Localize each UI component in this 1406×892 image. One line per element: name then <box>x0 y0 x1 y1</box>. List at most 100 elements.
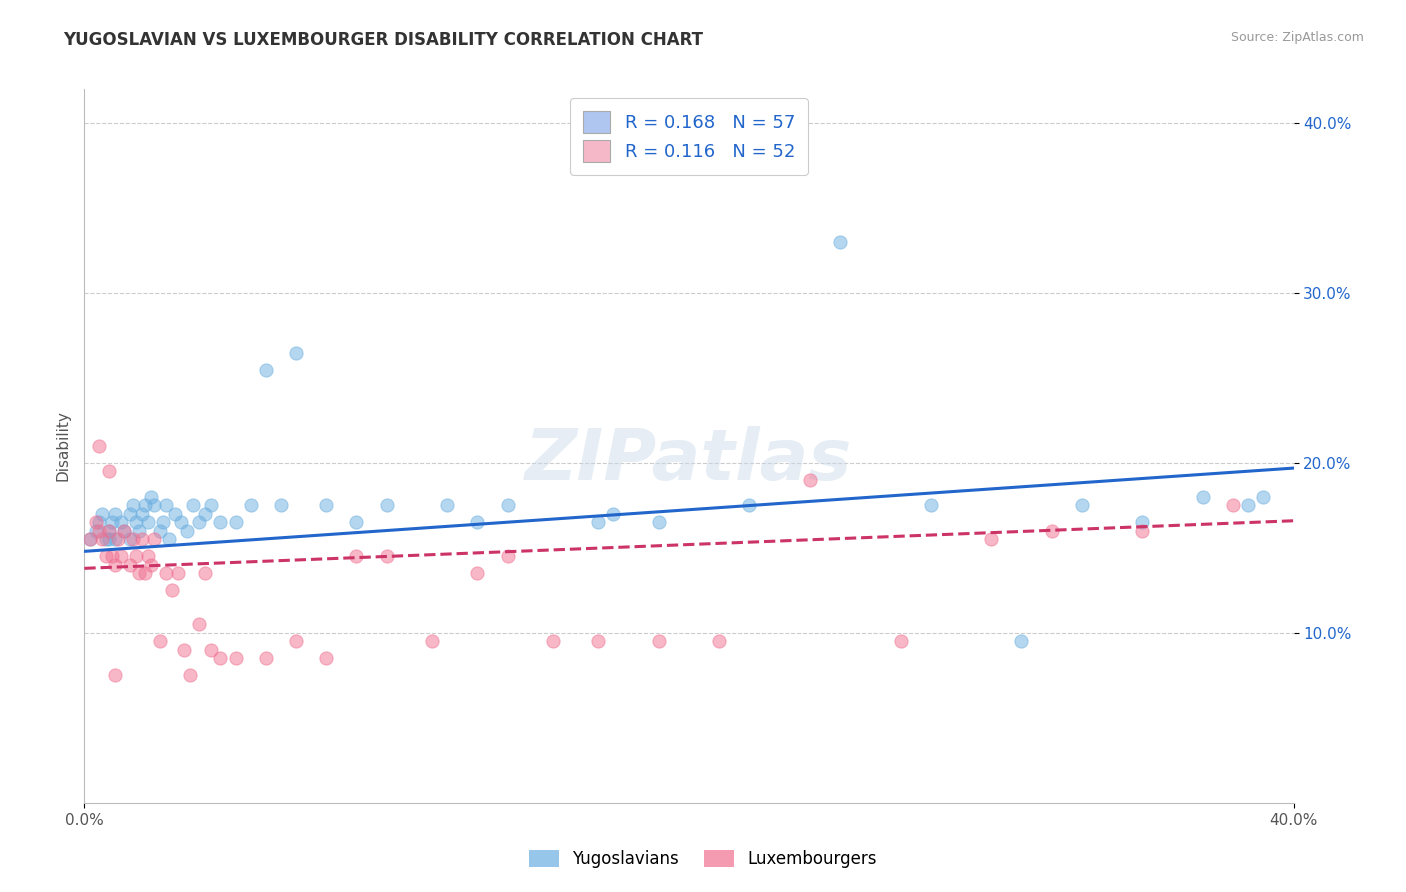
Point <box>173 643 195 657</box>
Text: ZIPatlas: ZIPatlas <box>526 425 852 495</box>
Point <box>225 651 247 665</box>
Point <box>1011 634 1033 648</box>
Point <box>188 516 211 530</box>
Point <box>139 558 162 572</box>
Point <box>118 533 141 547</box>
Point <box>588 516 610 530</box>
Point <box>285 345 308 359</box>
Point <box>648 516 671 530</box>
Point <box>118 507 141 521</box>
Point <box>128 566 150 581</box>
Point <box>1040 524 1063 538</box>
Point <box>188 617 211 632</box>
Point <box>799 473 821 487</box>
Point <box>270 499 292 513</box>
Point <box>121 533 143 547</box>
Point <box>104 558 127 572</box>
Point <box>194 507 217 521</box>
Y-axis label: Disability: Disability <box>55 410 70 482</box>
Point <box>648 634 671 648</box>
Point <box>134 566 156 581</box>
Point <box>920 499 942 513</box>
Point <box>131 533 153 547</box>
Point <box>375 499 398 513</box>
Point <box>131 507 153 521</box>
Point <box>1130 516 1153 530</box>
Point <box>315 651 337 665</box>
Point <box>1222 499 1244 513</box>
Point <box>94 533 117 547</box>
Point <box>97 465 120 479</box>
Point <box>181 499 204 513</box>
Point <box>467 516 489 530</box>
Point <box>209 516 232 530</box>
Point <box>1130 524 1153 538</box>
Point <box>200 499 222 513</box>
Point <box>79 533 101 547</box>
Point <box>97 524 120 538</box>
Point <box>436 499 458 513</box>
Legend: R = 0.168   N = 57, R = 0.116   N = 52: R = 0.168 N = 57, R = 0.116 N = 52 <box>571 98 807 175</box>
Point <box>91 507 114 521</box>
Point <box>104 668 127 682</box>
Point <box>157 533 180 547</box>
Point <box>149 634 172 648</box>
Point <box>254 651 277 665</box>
Point <box>209 651 232 665</box>
Point <box>107 533 129 547</box>
Point <box>86 516 108 530</box>
Point <box>100 516 122 530</box>
Point <box>467 566 489 581</box>
Point <box>152 516 174 530</box>
Point <box>1253 490 1275 504</box>
Point <box>738 499 761 513</box>
Point <box>346 516 368 530</box>
Point <box>110 549 132 564</box>
Point <box>79 533 101 547</box>
Point <box>588 634 610 648</box>
Point <box>176 524 198 538</box>
Point <box>160 583 183 598</box>
Legend: Yugoslavians, Luxembourgers: Yugoslavians, Luxembourgers <box>523 843 883 875</box>
Point <box>139 490 162 504</box>
Point <box>315 499 337 513</box>
Point <box>97 533 120 547</box>
Point <box>239 499 262 513</box>
Point <box>541 634 564 648</box>
Point <box>1071 499 1094 513</box>
Point <box>134 499 156 513</box>
Text: Source: ZipAtlas.com: Source: ZipAtlas.com <box>1230 31 1364 45</box>
Point <box>142 499 165 513</box>
Point <box>155 566 177 581</box>
Point <box>149 524 172 538</box>
Point <box>194 566 217 581</box>
Point <box>200 643 222 657</box>
Point <box>170 516 193 530</box>
Point <box>121 499 143 513</box>
Point <box>496 499 519 513</box>
Point <box>254 362 277 376</box>
Point <box>225 516 247 530</box>
Point <box>167 566 190 581</box>
Point <box>112 524 135 538</box>
Point <box>179 668 201 682</box>
Point <box>89 524 111 538</box>
Point <box>100 549 122 564</box>
Point <box>128 524 150 538</box>
Point <box>125 549 148 564</box>
Point <box>112 524 135 538</box>
Point <box>142 533 165 547</box>
Point <box>86 524 108 538</box>
Point <box>89 439 111 453</box>
Point <box>104 533 127 547</box>
Point <box>375 549 398 564</box>
Point <box>1237 499 1260 513</box>
Point <box>830 235 852 249</box>
Point <box>89 516 111 530</box>
Point <box>110 516 132 530</box>
Point <box>346 549 368 564</box>
Point <box>602 507 624 521</box>
Point <box>709 634 731 648</box>
Point <box>285 634 308 648</box>
Point <box>125 516 148 530</box>
